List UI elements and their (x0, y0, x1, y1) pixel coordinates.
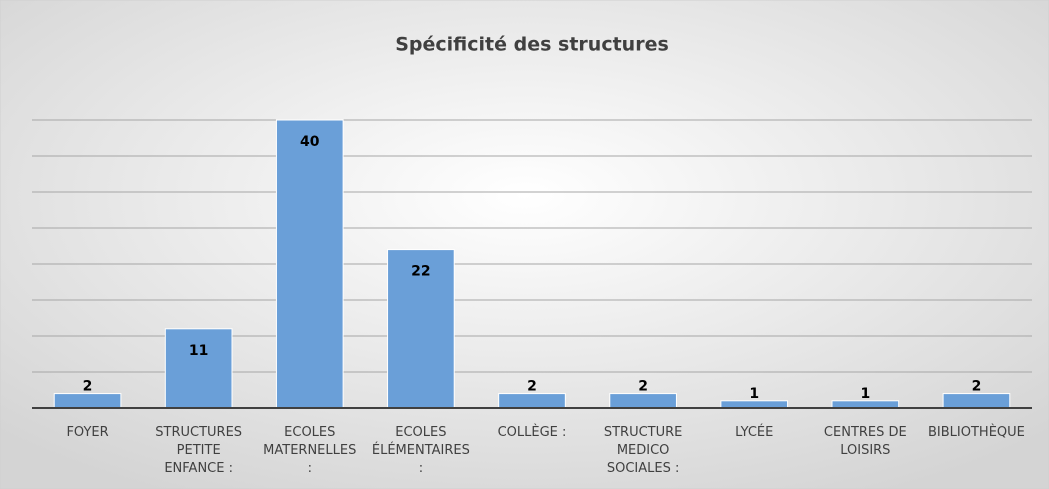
data-label: 40 (300, 134, 320, 150)
bar (164, 328, 233, 409)
x-tick-label: STRUCTURES PETITE ENFANCE : (155, 425, 242, 476)
x-tick-label: LYCÉE (735, 424, 773, 440)
data-label: 1 (860, 386, 870, 402)
bar (609, 393, 677, 409)
data-label: 2 (527, 379, 537, 395)
chart-title: Spécificité des structures (395, 34, 669, 56)
data-label: 22 (411, 264, 430, 280)
data-label: 2 (972, 379, 982, 395)
data-label: 2 (83, 379, 93, 395)
x-tick-label: STRUCTURE MEDICO SOCIALES : (604, 425, 683, 476)
data-label: 1 (749, 386, 759, 402)
x-tick-label: COLLÈGE : (498, 424, 567, 440)
bar (53, 393, 122, 409)
data-label: 2 (638, 379, 648, 395)
bar (942, 393, 1011, 409)
bar (720, 400, 789, 409)
x-tick-label: ECOLES ÉLÉMENTAIRES: (372, 425, 470, 476)
data-label: 11 (189, 343, 208, 359)
bar (498, 393, 566, 409)
x-tick-label: BIBLIOTHÈQUE (928, 424, 1025, 440)
x-tick-label: ECOLES MATERNELLES: (263, 425, 356, 476)
bar (831, 400, 900, 409)
bar (275, 119, 344, 409)
x-tick-label: CENTRES DE LOISIRS (824, 425, 907, 458)
x-tick-label: FOYER (66, 425, 108, 440)
